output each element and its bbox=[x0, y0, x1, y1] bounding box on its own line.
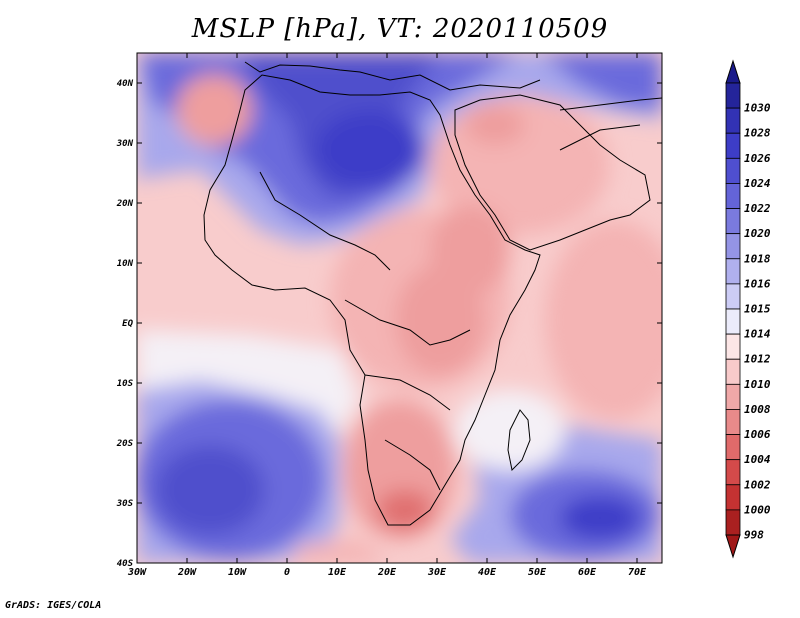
y-tick-label: 20N bbox=[116, 199, 134, 209]
plot-frame bbox=[136, 52, 663, 564]
y-tick-label: 40N bbox=[117, 79, 134, 89]
colorbar-level-label: 1022 bbox=[744, 202, 771, 215]
colorbar-swatch bbox=[725, 308, 741, 335]
y-tick-label: 30N bbox=[116, 139, 134, 149]
colorbar-swatch bbox=[725, 509, 741, 536]
colorbar-level-label: 1002 bbox=[744, 478, 771, 491]
colorbar: 1030 1028 1026 1024 1022 1020 1018 1016 1015 1014… bbox=[725, 59, 771, 559]
colorbar-swatch bbox=[725, 82, 741, 109]
colorbar-level-label: 1026 bbox=[744, 152, 771, 165]
colorbar-level-label: 1030 bbox=[744, 102, 771, 115]
colorbar-swatch bbox=[725, 484, 741, 511]
y-tick-label: 10N bbox=[117, 259, 134, 269]
x-tick-label: 0 bbox=[284, 567, 290, 578]
pressure-field bbox=[137, 53, 662, 563]
x-tick-label: 10E bbox=[328, 567, 347, 578]
colorbar-swatch bbox=[725, 283, 741, 310]
coastlines bbox=[203, 61, 662, 526]
colorbar-level-label: 1000 bbox=[744, 503, 771, 516]
grads-credit: GrADS: IGES/COLA bbox=[5, 600, 102, 611]
colorbar-level-label: 998 bbox=[744, 529, 764, 542]
colorbar-swatch bbox=[725, 183, 741, 209]
colorbar-swatch bbox=[725, 132, 741, 159]
colorbar-level-label: 1006 bbox=[744, 428, 771, 441]
x-tick-label: 40E bbox=[478, 567, 497, 578]
y-tick-label: 40S bbox=[117, 559, 134, 569]
colorbar-swatch bbox=[725, 208, 741, 235]
colorbar-swatch bbox=[725, 409, 741, 435]
longitude-axis: 30W 20W 10W 0 10E 20E 30E 40E 50E 60E 70E bbox=[127, 53, 647, 578]
colorbar-level-label: 1012 bbox=[744, 353, 771, 366]
colorbar-level-label: 1024 bbox=[744, 177, 771, 190]
colorbar-level-label: 1018 bbox=[744, 252, 771, 265]
colorbar-swatch bbox=[725, 157, 741, 184]
x-tick-label: 30E bbox=[427, 567, 447, 578]
y-tick-label: EQ bbox=[122, 319, 133, 329]
y-tick-label: 20S bbox=[116, 439, 134, 449]
colorbar-swatch bbox=[725, 107, 741, 134]
latitude-axis: 40N 30N 20N 10N EQ 10S 20S 30S 40S bbox=[116, 79, 662, 569]
x-tick-label: 60E bbox=[578, 567, 597, 578]
colorbar-top-arrow bbox=[725, 59, 741, 84]
colorbar-level-label: 1014 bbox=[744, 328, 771, 341]
x-tick-label: 30W bbox=[127, 567, 147, 578]
colorbar-level-label: 1020 bbox=[744, 227, 771, 240]
colorbar-swatch bbox=[725, 459, 741, 486]
colorbar-bottom-arrow bbox=[725, 534, 741, 559]
x-tick-label: 10W bbox=[228, 567, 247, 578]
colorbar-swatch bbox=[725, 333, 741, 360]
x-tick-label: 50E bbox=[528, 567, 547, 578]
colorbar-level-label: 1010 bbox=[744, 378, 771, 391]
colorbar-level-label: 1015 bbox=[744, 303, 771, 316]
y-tick-label: 10S bbox=[117, 379, 134, 389]
colorbar-level-label: 1028 bbox=[744, 127, 771, 140]
x-tick-label: 70E bbox=[628, 567, 647, 578]
colorbar-swatch bbox=[725, 258, 741, 285]
x-tick-label: 20E bbox=[377, 567, 397, 578]
colorbar-level-label: 1004 bbox=[744, 453, 771, 466]
colorbar-level-label: 1016 bbox=[744, 277, 771, 290]
colorbar-swatch bbox=[725, 383, 741, 410]
map-title: MSLP [hPa], VT: 2020110509 bbox=[191, 14, 609, 44]
y-tick-label: 30S bbox=[116, 499, 134, 509]
colorbar-level-label: 1008 bbox=[744, 403, 771, 416]
colorbar-swatch bbox=[725, 434, 741, 461]
x-tick-label: 20W bbox=[177, 567, 197, 578]
colorbar-swatch bbox=[725, 358, 741, 385]
colorbar-swatch bbox=[725, 233, 741, 260]
